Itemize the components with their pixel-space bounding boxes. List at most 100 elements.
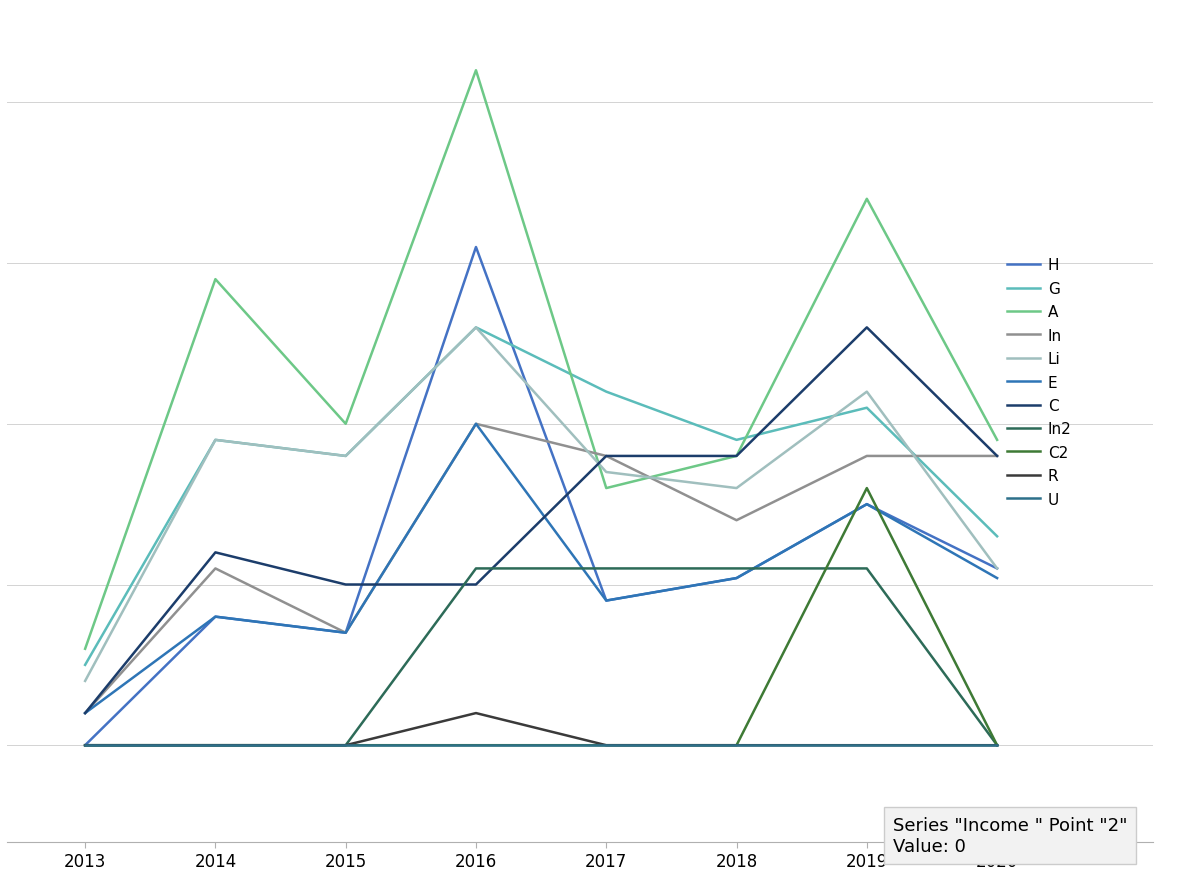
Line: Li: Li (85, 328, 997, 681)
Li (209, 435, 223, 446)
In2 (338, 740, 352, 751)
E (78, 708, 93, 718)
C (990, 451, 1005, 461)
In2 (468, 564, 483, 574)
G (990, 531, 1005, 542)
G (338, 451, 352, 461)
In2 (729, 564, 744, 574)
G (599, 387, 613, 397)
C2 (599, 740, 613, 751)
C (468, 580, 483, 590)
E (990, 574, 1005, 584)
In2 (990, 740, 1005, 751)
C2 (990, 740, 1005, 751)
In (860, 451, 874, 461)
Line: C: C (85, 328, 997, 713)
In (78, 708, 93, 718)
C (338, 580, 352, 590)
In (729, 516, 744, 526)
H (78, 740, 93, 751)
R (338, 740, 352, 751)
H (860, 499, 874, 510)
In (599, 451, 613, 461)
Legend: H, G, A, In, Li, E, C, In2, C2, R, U: H, G, A, In, Li, E, C, In2, C2, R, U (1001, 252, 1078, 513)
Li (990, 564, 1005, 574)
In2 (78, 740, 93, 751)
Line: G: G (85, 328, 997, 665)
A (338, 419, 352, 430)
A (78, 644, 93, 654)
C2 (860, 483, 874, 494)
U (338, 740, 352, 751)
R (729, 740, 744, 751)
In (468, 419, 483, 430)
H (729, 574, 744, 584)
In2 (860, 564, 874, 574)
Li (729, 483, 744, 494)
Li (599, 467, 613, 478)
C (78, 708, 93, 718)
C (209, 547, 223, 558)
H (338, 628, 352, 638)
Line: A: A (85, 71, 997, 649)
Text: Series "Income " Point "2"
Value: 0: Series "Income " Point "2" Value: 0 (893, 816, 1128, 855)
E (209, 611, 223, 622)
E (729, 574, 744, 584)
C2 (468, 740, 483, 751)
R (78, 740, 93, 751)
Line: In2: In2 (85, 569, 997, 745)
H (599, 595, 613, 606)
Line: R: R (85, 713, 997, 745)
Line: H: H (85, 247, 997, 745)
R (468, 708, 483, 718)
H (990, 564, 1005, 574)
E (860, 499, 874, 510)
In2 (599, 564, 613, 574)
C2 (209, 740, 223, 751)
In (338, 628, 352, 638)
R (209, 740, 223, 751)
U (209, 740, 223, 751)
G (860, 403, 874, 414)
A (209, 275, 223, 285)
A (599, 483, 613, 494)
A (468, 66, 483, 76)
Li (338, 451, 352, 461)
C (860, 323, 874, 333)
U (729, 740, 744, 751)
Li (78, 676, 93, 687)
R (990, 740, 1005, 751)
U (599, 740, 613, 751)
C2 (338, 740, 352, 751)
E (338, 628, 352, 638)
R (599, 740, 613, 751)
In (209, 564, 223, 574)
E (599, 595, 613, 606)
E (468, 419, 483, 430)
Line: C2: C2 (85, 488, 997, 745)
R (860, 740, 874, 751)
C2 (729, 740, 744, 751)
A (860, 195, 874, 205)
G (209, 435, 223, 446)
Li (468, 323, 483, 333)
Li (860, 387, 874, 397)
H (209, 611, 223, 622)
In2 (209, 740, 223, 751)
G (78, 660, 93, 670)
C (729, 451, 744, 461)
A (729, 451, 744, 461)
U (860, 740, 874, 751)
U (78, 740, 93, 751)
H (468, 242, 483, 253)
Line: In: In (85, 424, 997, 713)
Line: E: E (85, 424, 997, 713)
In (990, 451, 1005, 461)
G (729, 435, 744, 446)
A (990, 435, 1005, 446)
U (990, 740, 1005, 751)
C (599, 451, 613, 461)
U (468, 740, 483, 751)
G (468, 323, 483, 333)
C2 (78, 740, 93, 751)
